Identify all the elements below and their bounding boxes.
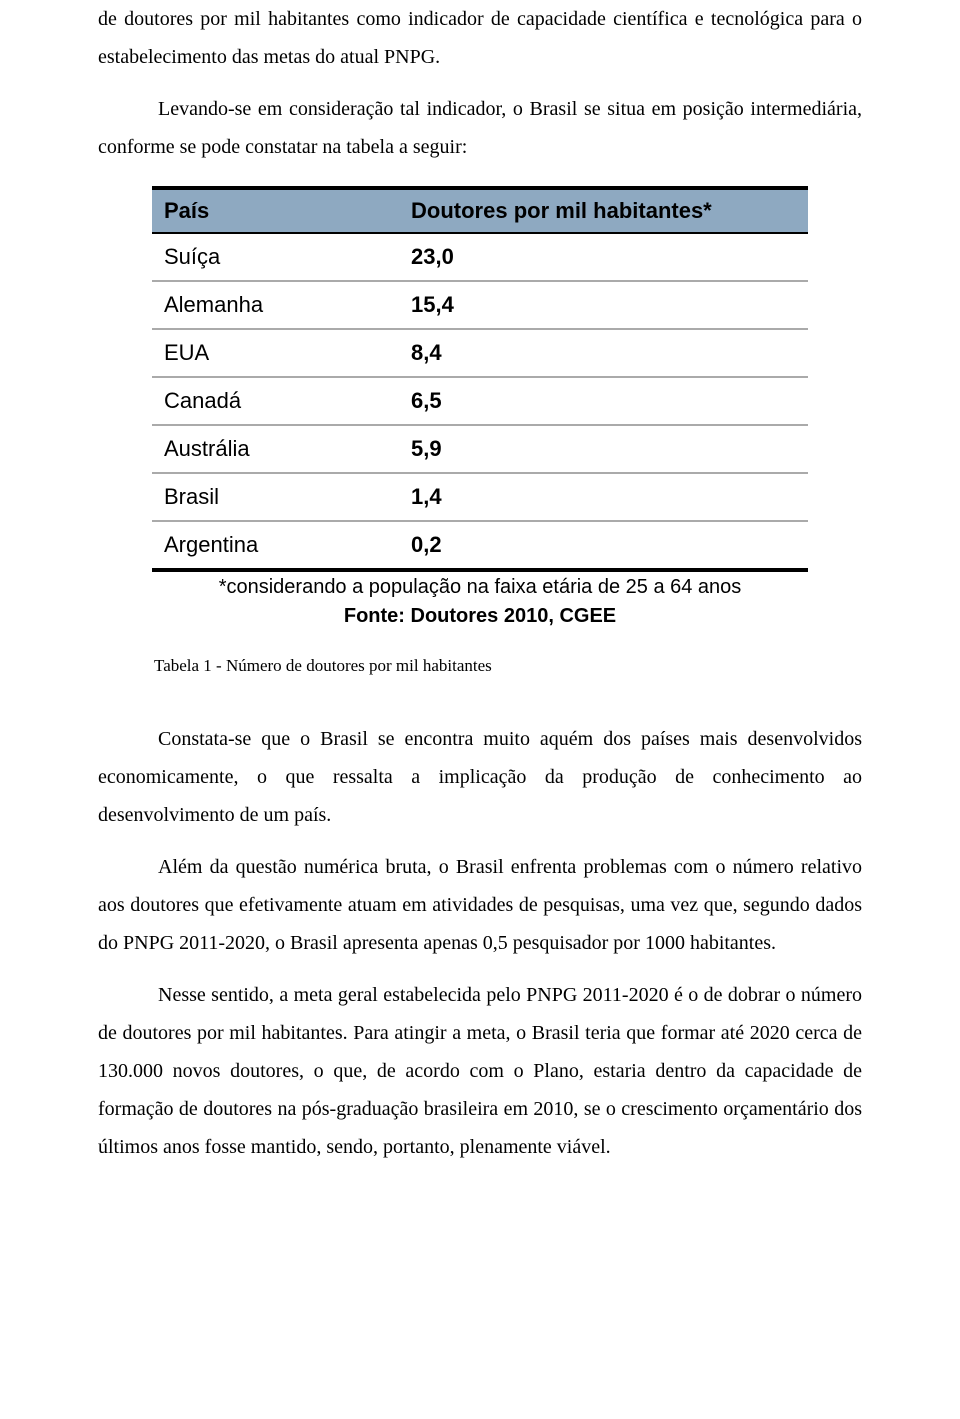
table-cell-country: Brasil	[152, 473, 399, 521]
table-cell-country: Alemanha	[152, 281, 399, 329]
table-footnote-line1: *considerando a população na faixa etári…	[152, 574, 808, 601]
body-paragraph-5: Nesse sentido, a meta geral estabelecida…	[98, 976, 862, 1166]
table-header-value: Doutores por mil habitantes*	[399, 188, 808, 233]
table-cell-value: 0,2	[399, 521, 808, 570]
table-cell-value: 23,0	[399, 233, 808, 281]
table-row: Alemanha 15,4	[152, 281, 808, 329]
body-paragraph-3: Constata-se que o Brasil se encontra mui…	[98, 720, 862, 834]
table-row: EUA 8,4	[152, 329, 808, 377]
table-cell-country: Argentina	[152, 521, 399, 570]
table-cell-value: 8,4	[399, 329, 808, 377]
table-header-country: País	[152, 188, 399, 233]
table-row: Brasil 1,4	[152, 473, 808, 521]
body-paragraph-1: de doutores por mil habitantes como indi…	[98, 0, 862, 76]
table-cell-value: 5,9	[399, 425, 808, 473]
body-paragraph-4: Além da questão numérica bruta, o Brasil…	[98, 848, 862, 962]
table-row: Canadá 6,5	[152, 377, 808, 425]
table-header-row: País Doutores por mil habitantes*	[152, 188, 808, 233]
table-cell-country: Suíça	[152, 233, 399, 281]
table-cell-country: Canadá	[152, 377, 399, 425]
table-cell-country: Austrália	[152, 425, 399, 473]
body-paragraph-2: Levando-se em consideração tal indicador…	[98, 90, 862, 166]
table-cell-value: 6,5	[399, 377, 808, 425]
table-cell-country: EUA	[152, 329, 399, 377]
table-footnote-line2: Fonte: Doutores 2010, CGEE	[152, 603, 808, 630]
doctors-table-wrap: País Doutores por mil habitantes* Suíça …	[152, 186, 808, 630]
table-cell-value: 1,4	[399, 473, 808, 521]
table-row: Argentina 0,2	[152, 521, 808, 570]
table-row: Suíça 23,0	[152, 233, 808, 281]
table-cell-value: 15,4	[399, 281, 808, 329]
table-caption: Tabela 1 - Número de doutores por mil ha…	[154, 656, 862, 676]
table-row: Austrália 5,9	[152, 425, 808, 473]
doctors-table: País Doutores por mil habitantes* Suíça …	[152, 186, 808, 572]
